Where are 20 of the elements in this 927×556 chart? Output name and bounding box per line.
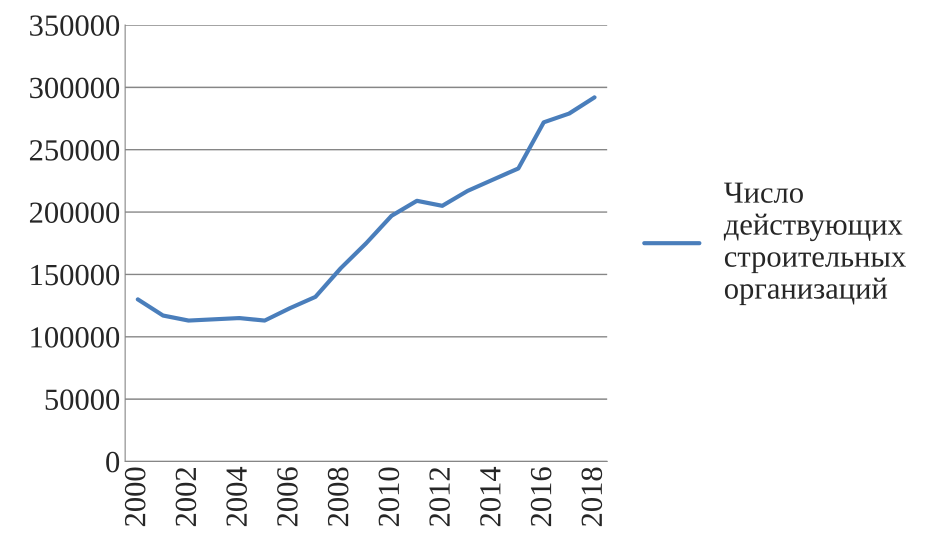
y-tick-label: 300000: [30, 78, 120, 98]
y-tick-label: 200000: [30, 202, 120, 223]
x-tick-label: 2002: [176, 468, 196, 526]
x-tick-label: 2018: [582, 468, 602, 526]
line-series: [136, 95, 597, 323]
x-tick-label: 2016: [530, 467, 552, 526]
legend-label: Число действующих строительных организаций: [724, 182, 906, 306]
y-tick-label: 250000: [30, 140, 120, 161]
x-tick-label: 2008: [328, 468, 348, 526]
y-tick-label: 100000: [31, 327, 120, 348]
x-tick-label: 2012: [429, 468, 450, 526]
y-tick-label: 0: [106, 452, 120, 472]
y-tick-label: 150000: [31, 264, 120, 286]
x-tick-label: 2004: [226, 466, 247, 526]
x-tick-label: 2010: [378, 468, 400, 526]
x-tick-label: 2006: [277, 467, 298, 526]
x-tick-label: 2014: [480, 466, 501, 526]
x-tick-label: 2000: [124, 468, 146, 526]
y-tick-label: 350000: [30, 15, 120, 36]
y-tick-label: 50000: [46, 389, 120, 410]
